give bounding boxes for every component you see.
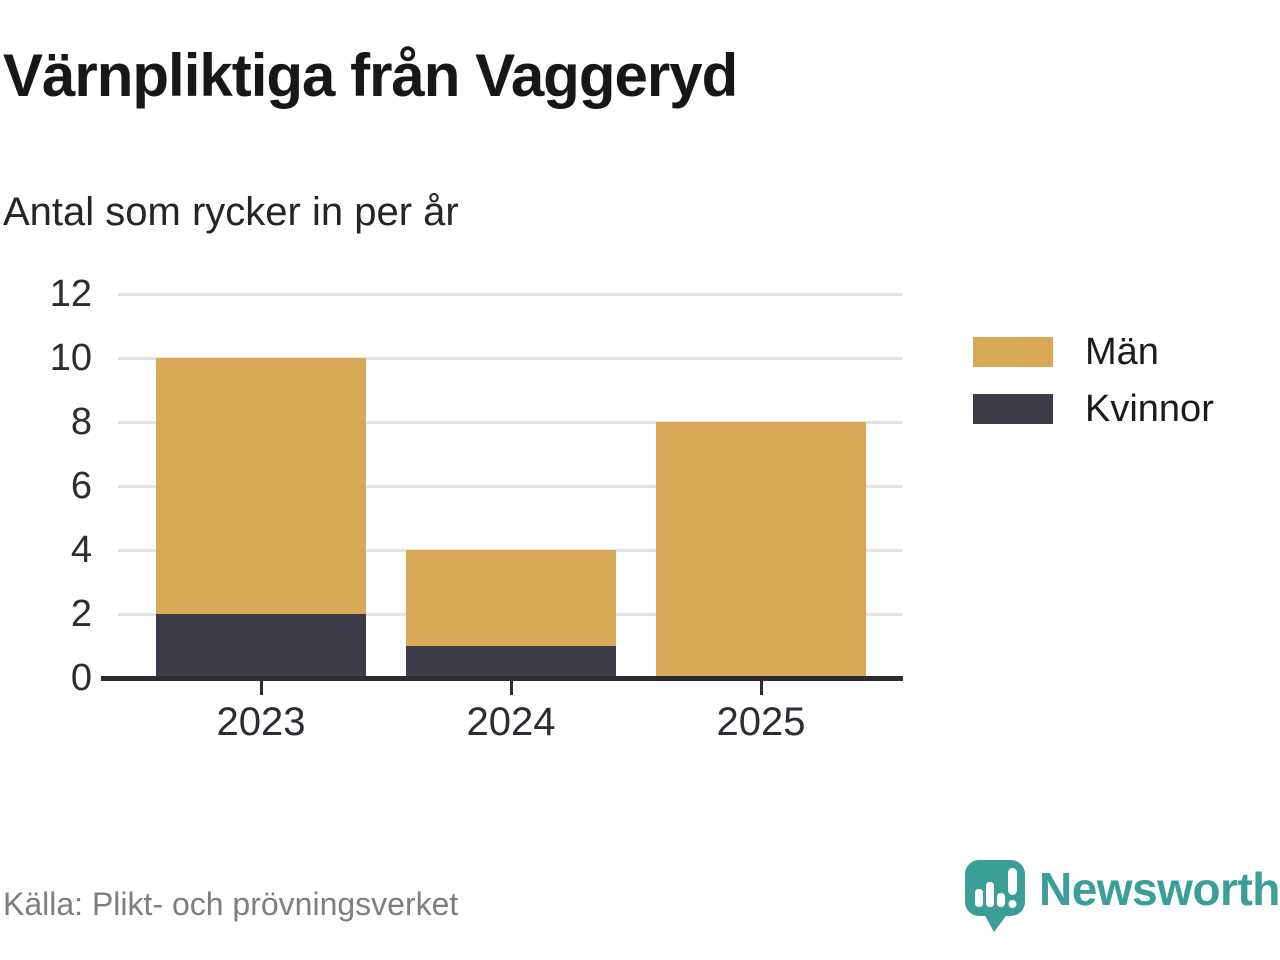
newsworthy-logo-icon [965, 860, 1025, 932]
x-axis-tick [259, 681, 263, 695]
y-axis-tick-label: 8 [70, 401, 92, 443]
newsworthy-logo-text: Newsworthy [1039, 863, 1280, 915]
y-axis-tick-label: 10 [49, 337, 92, 379]
bar-segment [656, 422, 866, 678]
x-axis-tick [509, 681, 513, 695]
x-axis-tick-label: 2025 [716, 700, 806, 744]
y-axis-tick-label: 0 [70, 657, 92, 699]
bar-segment [156, 614, 366, 678]
newsworthy-logo: Newsworthy [963, 858, 1280, 934]
y-gridline [118, 421, 902, 424]
x-axis-tick-label: 2024 [466, 700, 556, 744]
x-axis-line [101, 676, 903, 681]
x-axis-tick-label: 2023 [216, 700, 306, 744]
legend-swatch [973, 337, 1053, 367]
bar-segment [406, 646, 616, 678]
x-axis-tick [759, 681, 763, 695]
source-caption: Källa: Plikt- och prövningsverket [3, 886, 459, 922]
chart-title: Värnpliktiga från Vaggeryd [3, 42, 738, 109]
y-axis-tick-label: 6 [70, 465, 92, 507]
bar-segment [156, 358, 366, 614]
legend-label: Män [1085, 331, 1159, 373]
y-gridline [118, 357, 902, 360]
chart-subtitle: Antal som rycker in per år [3, 190, 459, 234]
y-axis-tick-label: 2 [70, 593, 92, 635]
legend-item: Kvinnor [973, 390, 1214, 428]
chart-legend: Män Kvinnor [973, 333, 1214, 428]
y-axis-tick-label: 12 [49, 273, 92, 315]
y-gridline [118, 293, 902, 296]
legend-item: Män [973, 333, 1214, 371]
legend-swatch [973, 394, 1053, 424]
y-axis-tick-label: 4 [70, 529, 92, 571]
bar-segment [406, 550, 616, 646]
y-gridline [118, 485, 902, 488]
legend-label: Kvinnor [1085, 388, 1214, 430]
